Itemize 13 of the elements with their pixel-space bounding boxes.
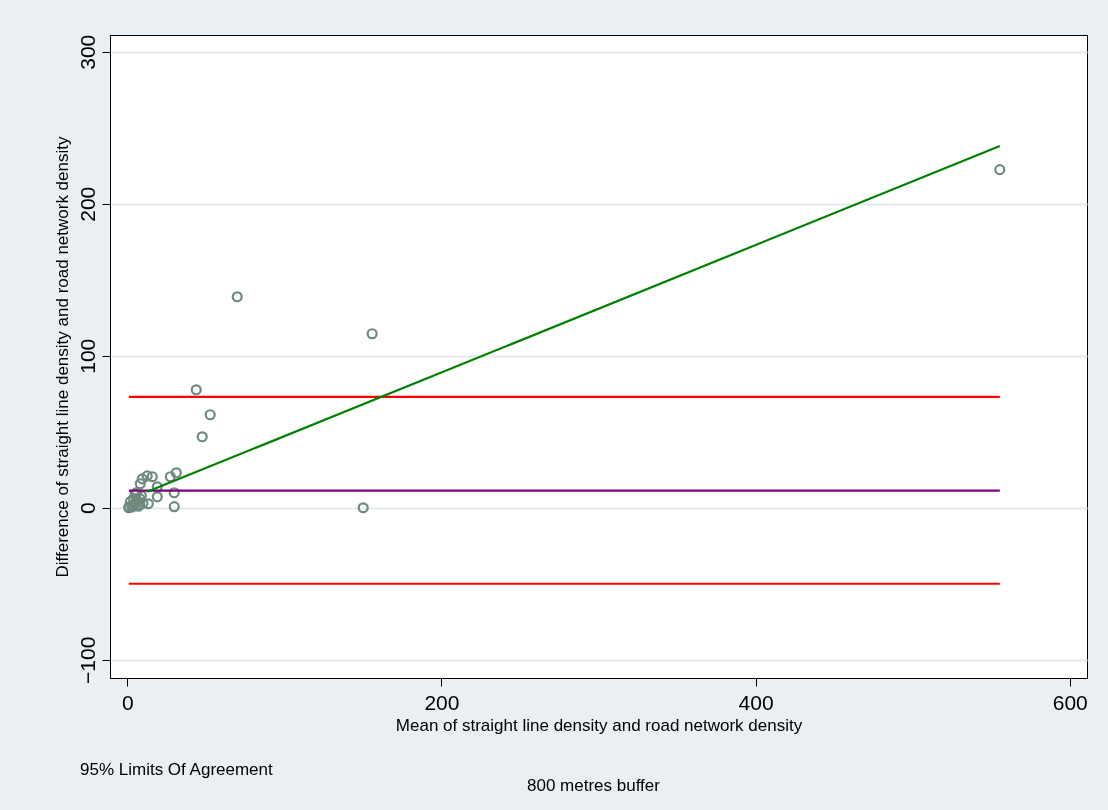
x-tick-label: 0 bbox=[121, 690, 134, 714]
y-tick-label: 100 bbox=[75, 338, 99, 374]
y-tick-label: −100 bbox=[75, 636, 99, 684]
y-tick-label: 300 bbox=[75, 34, 99, 70]
x-tick-label: 200 bbox=[424, 690, 460, 714]
y-axis-title: Difference of straight line density and road network density bbox=[52, 136, 72, 578]
text: 800 metres buffer bbox=[527, 776, 661, 795]
x-tick-label: 600 bbox=[1052, 690, 1088, 714]
y-tick-label: 200 bbox=[75, 186, 99, 222]
y-tick-label: 0 bbox=[75, 502, 99, 515]
text: 95% Limits Of Agreement bbox=[80, 760, 274, 779]
x-axis-title: Mean of straight line density and road network density bbox=[395, 715, 803, 735]
x-tick-label: 400 bbox=[738, 690, 774, 714]
